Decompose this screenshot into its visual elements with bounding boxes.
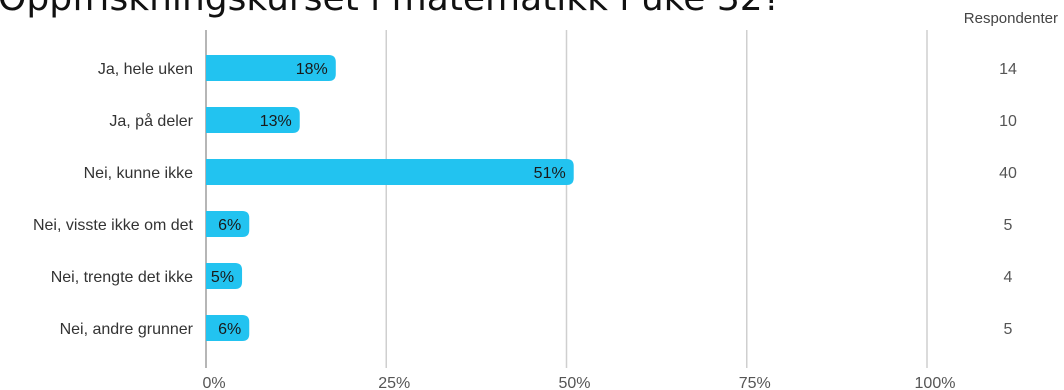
bar xyxy=(206,159,574,185)
x-tick-label: 0% xyxy=(202,375,225,390)
respondent-count: 5 xyxy=(1004,217,1013,234)
chart-title: Oppfriskningskurset i matematikk i uke 3… xyxy=(0,0,782,19)
x-tick-label: 75% xyxy=(739,375,771,390)
value-label: 6% xyxy=(218,217,241,234)
bar xyxy=(206,55,336,81)
x-tick-label: 25% xyxy=(378,375,410,390)
respondent-count: 5 xyxy=(1004,321,1013,338)
value-label: 51% xyxy=(534,165,566,182)
x-tick-label: 50% xyxy=(558,375,590,390)
respondent-count: 14 xyxy=(999,61,1017,78)
bar xyxy=(206,107,300,133)
category-label: Nei, andre grunner xyxy=(60,321,194,338)
respondent-count: 4 xyxy=(1004,269,1013,286)
value-label: 13% xyxy=(260,113,292,130)
category-label: Nei, visste ikke om det xyxy=(33,217,194,234)
value-label: 6% xyxy=(218,321,241,338)
respondent-count: 40 xyxy=(999,165,1017,182)
x-tick-label: 100% xyxy=(915,375,956,390)
category-label: Ja, på deler xyxy=(109,112,193,130)
category-label: Nei, kunne ikke xyxy=(84,165,193,182)
bar xyxy=(206,263,243,289)
respondents-header: Respondenter xyxy=(963,10,1058,27)
respondent-count: 10 xyxy=(999,113,1017,130)
bar xyxy=(206,211,250,237)
bar xyxy=(206,315,250,341)
value-label: 18% xyxy=(296,61,328,78)
category-label: Ja, hele uken xyxy=(98,61,193,78)
category-label: Nei, trengte det ikke xyxy=(51,269,193,286)
value-label: 5% xyxy=(211,269,234,286)
